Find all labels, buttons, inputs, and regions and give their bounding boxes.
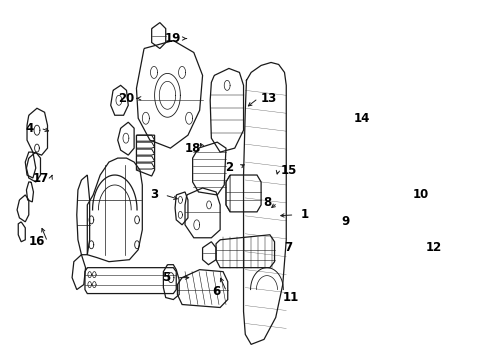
- Text: 3: 3: [150, 188, 158, 202]
- Text: 10: 10: [413, 188, 429, 202]
- Text: 17: 17: [32, 171, 49, 185]
- Text: 4: 4: [26, 122, 34, 135]
- Text: 9: 9: [342, 215, 350, 228]
- Text: 11: 11: [282, 291, 298, 304]
- Text: 6: 6: [212, 285, 220, 298]
- Text: 2: 2: [225, 161, 233, 174]
- Text: 15: 15: [280, 163, 297, 176]
- Text: 19: 19: [165, 32, 181, 45]
- Text: 5: 5: [162, 271, 171, 284]
- Text: 7: 7: [285, 241, 293, 254]
- Text: 18: 18: [184, 141, 201, 155]
- Text: 8: 8: [263, 197, 271, 210]
- Text: 13: 13: [261, 92, 277, 105]
- Text: 12: 12: [426, 241, 442, 254]
- Text: 16: 16: [29, 235, 45, 248]
- Text: 20: 20: [119, 92, 135, 105]
- Text: 14: 14: [354, 112, 370, 125]
- Text: 1: 1: [301, 208, 309, 221]
